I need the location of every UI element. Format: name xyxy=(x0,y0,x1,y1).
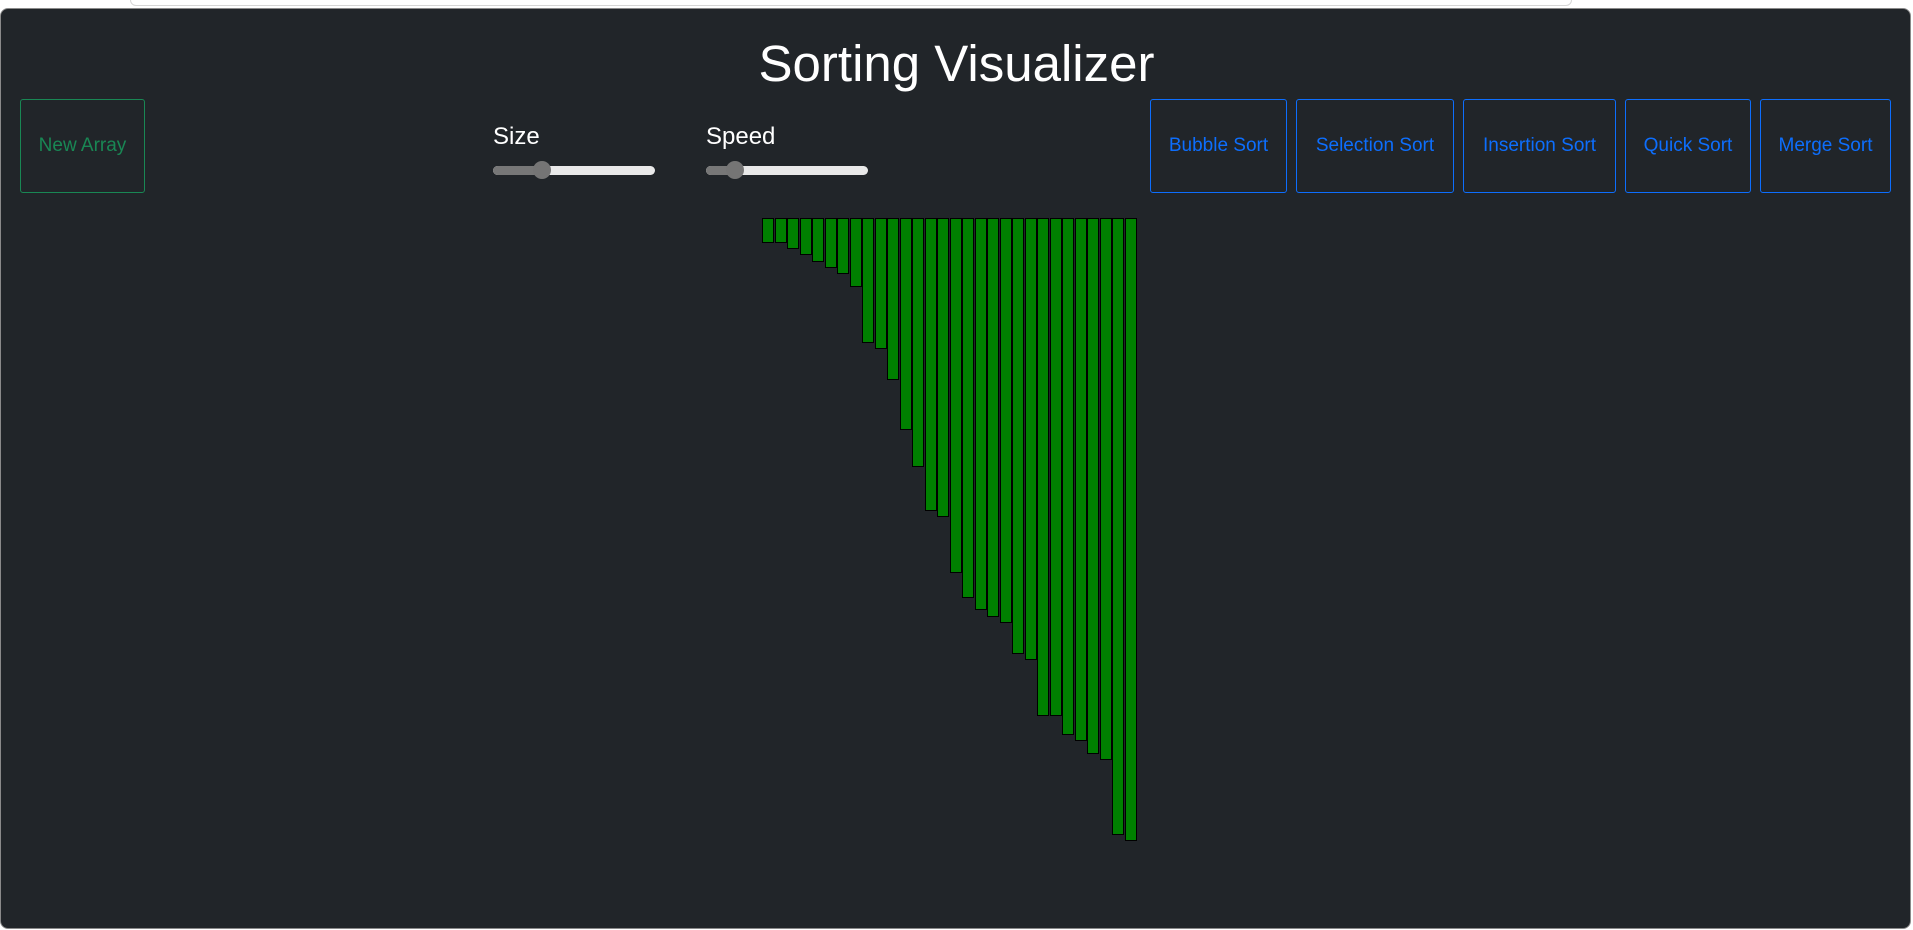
speed-slider-track xyxy=(706,166,868,175)
array-bar xyxy=(812,218,824,262)
array-bar xyxy=(899,218,912,430)
array-bar xyxy=(1012,218,1024,655)
array-bar xyxy=(1074,218,1087,742)
array-bar xyxy=(1087,218,1099,754)
size-slider-thumb[interactable] xyxy=(532,161,551,179)
array-bar xyxy=(1124,218,1137,841)
array-bar xyxy=(1049,218,1062,717)
array-bar xyxy=(849,218,862,287)
array-bar xyxy=(974,218,987,611)
array-bar xyxy=(999,218,1012,623)
array-bar xyxy=(924,218,937,511)
array-bar xyxy=(874,218,887,349)
speed-slider-thumb[interactable] xyxy=(726,161,745,179)
merge-sort-button[interactable]: Merge Sort xyxy=(1760,99,1891,193)
array-bar xyxy=(912,218,924,468)
array-bar xyxy=(937,218,949,518)
quick-sort-button[interactable]: Quick Sort xyxy=(1625,99,1751,193)
sorting-visualizer-app: Sorting Visualizer New Array Size Speed … xyxy=(0,8,1911,929)
page-title: Sorting Visualizer xyxy=(758,35,1155,92)
insertion-sort-button[interactable]: Insertion Sort xyxy=(1463,99,1616,193)
array-bar xyxy=(1112,218,1124,835)
array-bar xyxy=(962,218,974,599)
new-array-button[interactable]: New Array xyxy=(20,99,145,193)
size-label: Size xyxy=(493,123,540,150)
size-slider-track xyxy=(493,166,655,175)
array-bar xyxy=(1099,218,1112,760)
array-bar xyxy=(762,218,774,243)
array-bar xyxy=(1037,218,1049,717)
array-bar xyxy=(787,218,799,250)
speed-slider[interactable] xyxy=(706,159,868,181)
array-bar xyxy=(837,218,849,275)
size-slider-fill xyxy=(493,166,542,175)
selection-sort-button[interactable]: Selection Sort xyxy=(1296,99,1454,193)
array-bar xyxy=(1062,218,1074,736)
array-bar xyxy=(824,218,837,268)
browser-address-bar-edge xyxy=(130,0,1572,6)
speed-label: Speed xyxy=(706,123,776,150)
array-bar xyxy=(799,218,812,256)
array-bar xyxy=(1024,218,1037,661)
array-bar xyxy=(949,218,962,574)
array-bar xyxy=(862,218,874,343)
array-bar xyxy=(887,218,899,380)
speed-slider-fill xyxy=(706,166,736,175)
array-bar xyxy=(774,218,787,243)
size-slider[interactable] xyxy=(493,159,655,181)
array-bar xyxy=(987,218,999,617)
bubble-sort-button[interactable]: Bubble Sort xyxy=(1150,99,1287,193)
